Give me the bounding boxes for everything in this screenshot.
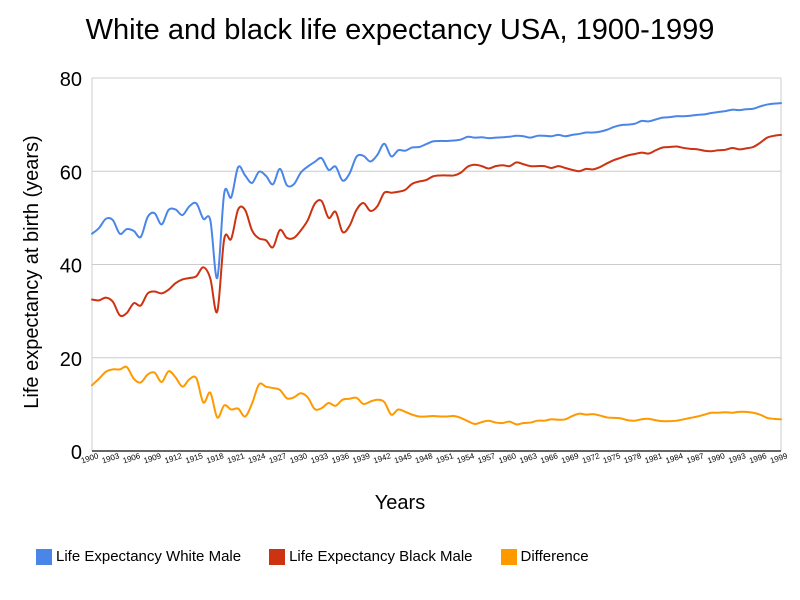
x-tick-label: 1924	[247, 451, 267, 465]
x-tick-label: 1933	[310, 451, 330, 465]
series-lines	[91, 102, 782, 426]
x-tick-label: 1930	[289, 451, 309, 465]
x-tick-label: 1954	[456, 451, 476, 465]
legend-swatch-white-male	[36, 548, 52, 565]
x-tick-label: 1945	[393, 451, 413, 465]
x-tick-label: 1918	[205, 451, 225, 465]
x-tick-label: 1909	[143, 451, 163, 465]
y-axis-label: Life expectancy at birth (years)	[21, 135, 43, 408]
x-tick-label: 1984	[665, 451, 685, 465]
x-tick-label: 1942	[372, 451, 392, 465]
chart-title: White and black life expectancy USA, 190…	[85, 14, 715, 46]
series-line-life-expectancy-black-male	[91, 133, 782, 318]
axes	[91, 78, 782, 452]
x-tick-label: 1921	[226, 451, 246, 465]
x-tick-label: 1996	[748, 451, 768, 465]
x-tick-label: 1948	[414, 451, 434, 465]
x-tick-label: 1972	[581, 451, 601, 465]
x-tick-label: 1978	[623, 451, 643, 465]
legend-label-difference: Difference	[520, 548, 589, 565]
legend-item-difference: Difference	[500, 548, 589, 565]
x-tick-label: 1963	[518, 451, 538, 465]
x-tick-labels: 1900 1903 1906 1909 1912 1915 1918 1921 1924 1927…	[80, 451, 789, 465]
x-tick-label: 1966	[539, 451, 559, 465]
legend-swatch-black-male	[269, 548, 286, 565]
x-tick-label: 1915	[184, 451, 204, 465]
x-tick-label: 1969	[560, 451, 580, 465]
gridlines	[92, 77, 781, 359]
legend-swatch-difference	[500, 548, 517, 565]
x-tick-label: 1927	[268, 451, 288, 465]
legend-label-white-male: Life Expectancy White Male	[56, 548, 242, 565]
legend-label-black-male: Life Expectancy Black Male	[289, 548, 473, 565]
x-tick-label: 1903	[101, 451, 121, 465]
x-tick-label: 1936	[330, 451, 350, 465]
x-tick-label: 1951	[435, 451, 455, 465]
y-tick-label: 80	[60, 69, 82, 91]
y-tick-label: 40	[60, 256, 82, 278]
x-tick-label: 1957	[477, 451, 497, 465]
legend-item-white-male: Life Expectancy White Male	[36, 548, 241, 565]
series-line-difference	[91, 365, 782, 426]
legend-item-black-male: Life Expectancy Black Male	[269, 548, 473, 565]
x-tick-label: 1939	[351, 451, 371, 465]
series-line-life-expectancy-white-male	[91, 102, 782, 280]
x-tick-label: 1987	[685, 451, 705, 465]
y-tick-label: 0	[71, 442, 82, 464]
legend: Life Expectancy White Male Life Expectan…	[36, 548, 617, 565]
y-tick-label: 20	[60, 349, 82, 371]
x-tick-label: 1993	[727, 451, 747, 465]
x-tick-label: 1960	[497, 451, 517, 465]
y-tick-labels: 0 20 40 60 80	[60, 69, 82, 464]
x-axis-label: Years	[375, 492, 425, 514]
x-tick-label: 1975	[602, 451, 622, 465]
x-tick-label: 1912	[163, 451, 183, 465]
x-tick-label: 1999	[769, 451, 789, 465]
y-tick-label: 60	[60, 162, 82, 184]
x-tick-label: 1990	[706, 451, 726, 465]
x-tick-label: 1900	[80, 451, 100, 465]
x-tick-label: 1981	[644, 451, 664, 465]
x-tick-label: 1906	[122, 451, 142, 465]
